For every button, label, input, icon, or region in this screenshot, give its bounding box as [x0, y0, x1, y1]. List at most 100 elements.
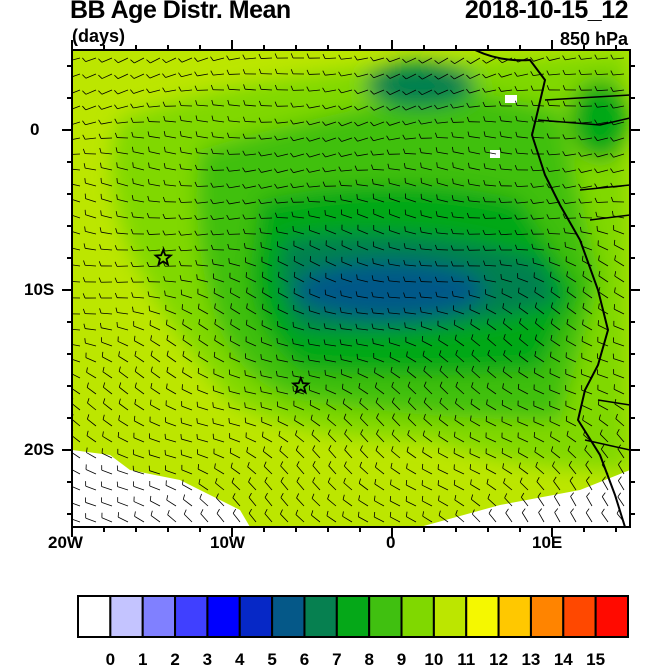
wind-barb-flag — [67, 309, 69, 314]
colorbar-label: 13 — [521, 650, 540, 670]
colorbar-label: 5 — [267, 650, 276, 670]
wind-barb-flag — [566, 416, 567, 421]
wind-barb-flag — [85, 178, 86, 183]
wind-barb-flag — [66, 90, 69, 94]
colorbar-label: 9 — [397, 650, 406, 670]
wind-barb — [261, 58, 272, 59]
colorbar-label: 6 — [300, 650, 309, 670]
wind-barb-flag — [422, 464, 423, 469]
wind-barb — [517, 249, 528, 250]
colorbar-swatch — [240, 596, 272, 637]
wind-barb-flag — [68, 339, 69, 344]
wind-barb-flag — [261, 402, 262, 407]
wind-barb-flag — [66, 106, 69, 110]
wind-barb-flag — [229, 258, 230, 263]
x-tick-label-20w: 20W — [48, 533, 83, 553]
wind-barb-flag — [422, 336, 423, 341]
y-tick-label-10s: 10S — [24, 280, 54, 300]
colorbar-label: 2 — [170, 650, 179, 670]
colorbar-label: 14 — [554, 650, 573, 670]
colorbar-swatch — [143, 596, 175, 637]
wind-barb-flag — [245, 370, 246, 375]
colorbar-swatch — [499, 596, 531, 637]
colorbar-swatch — [402, 596, 434, 637]
wind-barb-flag — [614, 240, 615, 245]
wind-barb — [341, 185, 352, 186]
wind-barb-flag — [261, 242, 262, 247]
wind-barb-flag — [67, 136, 70, 140]
wind-barb-flag — [214, 352, 215, 357]
wind-barb — [501, 202, 512, 203]
wind-barb-flag — [66, 121, 69, 125]
wind-barb-flag — [406, 480, 407, 485]
age-field — [66, 50, 630, 527]
wind-barb-flag — [390, 512, 391, 517]
wind-barb-flag — [66, 57, 69, 61]
wind-barb-flag — [357, 194, 358, 199]
colorbar-swatch — [337, 596, 369, 637]
colorbar-swatch — [596, 596, 628, 637]
wind-barb-flag — [374, 512, 375, 517]
wind-barb-flag — [229, 418, 230, 423]
colorbar — [78, 596, 628, 637]
wind-barb-flag — [68, 164, 69, 169]
colorbar-swatch — [369, 596, 401, 637]
wind-barb — [69, 154, 80, 155]
y-tick-label-20s: 20S — [24, 440, 54, 460]
colorbar-label: 4 — [235, 650, 244, 670]
colorbar-label: 8 — [364, 650, 373, 670]
x-tick-label-10e: 10E — [532, 533, 562, 553]
colorbar-label: 3 — [203, 650, 212, 670]
wind-barb-flag — [310, 400, 311, 405]
wind-barb-flag — [69, 243, 70, 248]
wind-barb-flag — [454, 480, 455, 485]
wind-barb-flag — [68, 277, 70, 282]
wind-barb-flag — [518, 384, 519, 389]
colorbar-swatch — [272, 596, 304, 637]
wind-barb-flag — [67, 293, 69, 298]
colorbar-swatch — [304, 596, 336, 637]
wind-barb — [181, 202, 192, 203]
wind-barb — [405, 153, 416, 154]
x-tick-label-0: 0 — [386, 533, 395, 553]
wind-barb — [421, 265, 432, 266]
wind-barb-flag — [422, 496, 423, 501]
wind-barb-flag — [70, 464, 71, 469]
wind-barb-flag — [294, 272, 295, 277]
colorbar-label: 7 — [332, 650, 341, 670]
colorbar-label: 10 — [424, 650, 443, 670]
wind-barb-flag — [150, 496, 151, 501]
colorbar-swatch — [207, 596, 239, 637]
colorbar-swatch — [466, 596, 498, 637]
colorbar-label: 1 — [138, 650, 147, 670]
wind-barb-flag — [68, 324, 69, 329]
wind-barb-flag — [261, 354, 262, 359]
colorbar-swatch — [175, 596, 207, 637]
wind-barb — [229, 137, 240, 138]
colorbar-swatch — [110, 596, 142, 637]
wind-barb — [485, 106, 496, 107]
colorbar-swatch — [434, 596, 466, 637]
wind-barb-flag — [85, 338, 86, 343]
colorbar-swatch — [531, 596, 563, 637]
wind-barb-flag — [197, 418, 198, 423]
colorbar-swatch — [563, 596, 595, 637]
wind-barb-flag — [213, 402, 214, 407]
wind-barb-flag — [66, 74, 69, 78]
wind-barb — [309, 201, 320, 202]
colorbar-label: 12 — [489, 650, 508, 670]
y-tick-label-0: 0 — [30, 120, 39, 140]
colorbar-label: 15 — [586, 650, 605, 670]
colorbar-label: 0 — [106, 650, 115, 670]
wind-barb-flag — [181, 434, 182, 439]
wind-barb-flag — [230, 448, 231, 453]
wind-barb — [213, 153, 224, 154]
wind-barb-flag — [469, 290, 470, 295]
colorbar-swatch — [78, 596, 110, 637]
x-tick-label-10w: 10W — [210, 533, 245, 553]
wind-barb — [517, 105, 528, 106]
wind-barb-flag — [67, 150, 69, 155]
wind-barb-flag — [69, 179, 70, 184]
wind-barb-flag — [68, 260, 69, 265]
